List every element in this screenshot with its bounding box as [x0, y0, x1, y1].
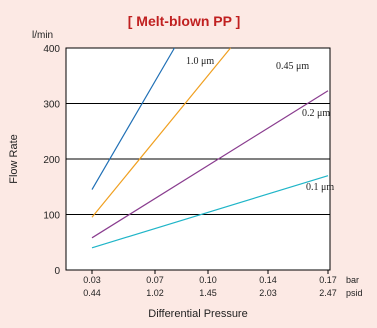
x-unit-psid: psid — [346, 288, 363, 298]
x-tick-label-psid: 2.47 — [319, 288, 337, 298]
chart-title: [ Melt-blown PP ] — [128, 13, 241, 29]
y-axis-ticks: 0 100 200 300 400 — [43, 44, 60, 277]
series-group: 1.0 μm 0.45 μm 0.2 μm 0.1 μm — [91, 47, 334, 249]
x-tick-label-bar: 0.07 — [146, 275, 164, 285]
x-tick-label-bar: 0.14 — [259, 275, 277, 285]
x-tick-label-bar: 0.03 — [83, 275, 101, 285]
y-tick-label: 0 — [54, 266, 60, 277]
y-tick-label: 300 — [43, 100, 60, 111]
x-tick-label-psid: 0.44 — [83, 288, 101, 298]
series-label: 0.2 μm — [302, 108, 330, 119]
x-tick-label-psid: 1.45 — [199, 288, 217, 298]
series-label: 0.1 μm — [306, 182, 334, 193]
x-tick-label-bar: 0.17 — [319, 275, 337, 285]
series-line — [91, 90, 329, 239]
y-tick-label: 400 — [43, 44, 60, 55]
series-line — [91, 47, 175, 190]
series-label: 0.45 μm — [276, 61, 309, 72]
x-tick-label-psid: 2.03 — [259, 288, 277, 298]
x-unit-bar: bar — [346, 275, 359, 285]
x-tick-label-psid: 1.02 — [146, 288, 164, 298]
y-tick-label: 100 — [43, 211, 60, 222]
y-axis-label: Flow Rate — [8, 134, 20, 184]
x-axis-ticks: 0.03 0.44 0.07 1.02 0.10 1.45 0.14 2.03 0.17 2.47 — [83, 270, 337, 298]
series-label: 1.0 μm — [186, 56, 214, 67]
y-tick-label: 200 — [43, 155, 60, 166]
series-line — [91, 47, 231, 218]
x-axis-label: Differential Pressure — [148, 308, 247, 320]
x-tick-label-bar: 0.10 — [199, 275, 217, 285]
series-line — [91, 175, 329, 249]
y-unit-label: l/min — [32, 30, 53, 41]
